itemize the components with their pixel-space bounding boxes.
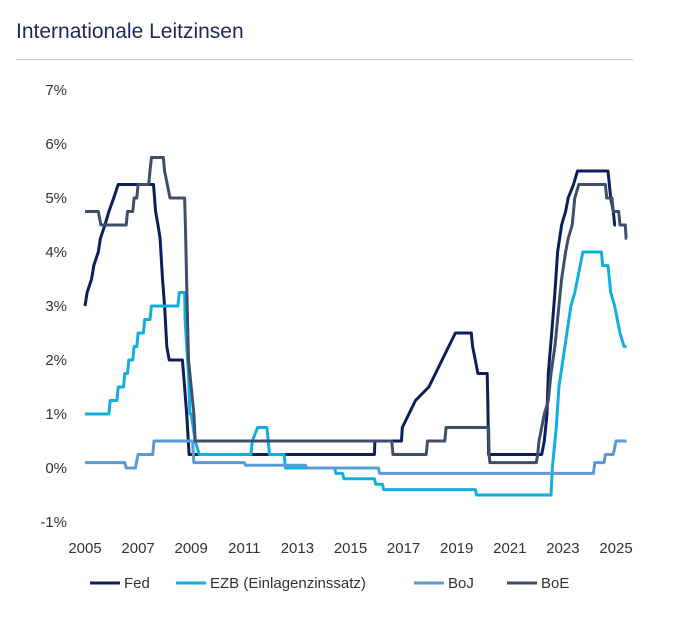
y-tick-label: 3%: [45, 298, 67, 315]
legend: Fed EZB (Einlagenzinssatz) BoJ BoE: [90, 575, 569, 592]
x-tick-label: 2007: [121, 540, 154, 557]
legend-label: BoE: [541, 575, 569, 592]
y-tick-label: 2%: [45, 352, 67, 369]
x-tick-label: 2017: [387, 540, 420, 557]
y-tick-label: 6%: [45, 136, 67, 153]
legend-label: EZB (Einlagenzinssatz): [210, 575, 366, 592]
x-tick-label: 2015: [334, 540, 367, 557]
y-tick-label: -1%: [40, 514, 67, 531]
x-tick-label: 2013: [281, 540, 314, 557]
y-axis: -1% 0% 1% 2% 3% 4% 5% 6% 7%: [40, 82, 67, 531]
series-line-1: [83, 169, 617, 456]
x-tick-label: 2009: [175, 540, 208, 557]
x-tick-label: 2019: [440, 540, 473, 557]
x-tick-label: 2021: [493, 540, 526, 557]
x-tick-label: 2023: [546, 540, 579, 557]
y-tick-label: 0%: [45, 460, 67, 477]
series-layer: [83, 156, 628, 497]
legend-label: Fed: [124, 575, 150, 592]
series-line-3: [85, 439, 627, 475]
x-tick-label: 2005: [68, 540, 101, 557]
series-line-2: [85, 250, 627, 497]
x-tick-label: 2025: [599, 540, 632, 557]
title-divider: [16, 59, 633, 60]
series-line-4: [85, 156, 628, 465]
x-tick-label: 2011: [228, 540, 260, 557]
y-tick-label: 7%: [45, 82, 67, 99]
legend-label: BoJ: [448, 575, 474, 592]
chart-title: Internationale Leitzinsen: [16, 20, 244, 43]
y-tick-label: 5%: [45, 190, 67, 207]
y-tick-label: 4%: [45, 244, 67, 261]
x-axis: 2005 2007 2009 2011 2013 2015 2017 2019 2021 2023…: [68, 540, 632, 557]
y-tick-label: 1%: [45, 406, 67, 423]
